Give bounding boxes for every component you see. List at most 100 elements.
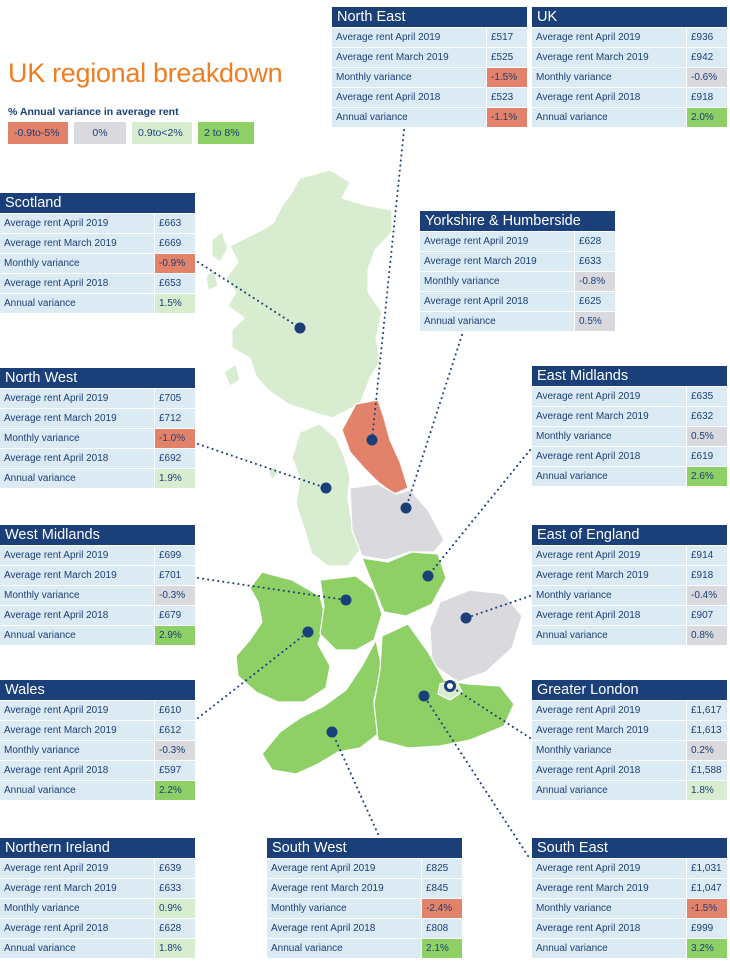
row-value: 1.8% [154, 939, 195, 958]
region-title: Northern Ireland [0, 838, 195, 858]
region-box-south-east: South East Average rent April 2019 £1,031 A… [532, 838, 727, 959]
row-label: Average rent March 2019 [532, 879, 686, 898]
row-label: Monthly variance [0, 741, 154, 760]
row-label: Monthly variance [267, 899, 421, 918]
row-value: 2.6% [686, 467, 727, 486]
table-row: Monthly variance 0.9% [0, 899, 195, 918]
region-box-greater-london: Greater London Average rent April 2019 £1,… [532, 680, 727, 801]
table-row: Average rent April 2019 £1,617 [532, 701, 727, 720]
row-label: Average rent April 2019 [532, 859, 686, 878]
table-row: Monthly variance -0.6% [532, 68, 727, 87]
table-row: Annual variance 2.2% [0, 781, 195, 800]
row-label: Average rent April 2018 [332, 88, 486, 107]
row-label: Average rent April 2018 [532, 761, 686, 780]
row-label: Average rent April 2019 [420, 232, 574, 251]
legend-item-low: 0.9to<2% [132, 122, 192, 144]
row-value: £936 [686, 28, 727, 47]
table-row: Average rent April 2019 £663 [0, 214, 195, 233]
row-value: -1.0% [154, 429, 195, 448]
table-row: Average rent April 2018 £692 [0, 449, 195, 468]
table-row: Average rent March 2019 £525 [332, 48, 527, 67]
row-value: 2.2% [154, 781, 195, 800]
table-row: Average rent April 2018 £619 [532, 447, 727, 466]
row-value: £633 [154, 879, 195, 898]
table-row: Average rent March 2019 £633 [420, 252, 615, 271]
row-value: 0.5% [686, 427, 727, 446]
legend-item-zero: 0% [74, 122, 126, 144]
table-row: Average rent April 2018 £1,588 [532, 761, 727, 780]
marker-greater-london [444, 680, 456, 692]
table-row: Monthly variance -2.4% [267, 899, 462, 918]
row-value: £1,047 [686, 879, 727, 898]
table-row: Average rent March 2019 £633 [0, 879, 195, 898]
row-label: Average rent March 2019 [0, 721, 154, 740]
row-label: Monthly variance [532, 586, 686, 605]
region-east-of-england [429, 589, 523, 683]
table-row: Average rent March 2019 £669 [0, 234, 195, 253]
connector-south-east [423, 695, 529, 857]
connector-east-of-england [465, 595, 531, 619]
row-value: £639 [154, 859, 195, 878]
row-value: -1.5% [686, 899, 727, 918]
table-row: Annual variance 2.6% [532, 467, 727, 486]
region-yorkshire [349, 483, 445, 561]
row-label: Annual variance [0, 626, 154, 645]
row-value: £619 [686, 447, 727, 466]
table-row: Average rent April 2018 £808 [267, 919, 462, 938]
row-label: Monthly variance [0, 429, 154, 448]
row-label: Annual variance [532, 467, 686, 486]
row-label: Average rent April 2019 [532, 701, 686, 720]
row-label: Average rent April 2018 [532, 447, 686, 466]
table-row: Monthly variance -1.5% [332, 68, 527, 87]
connector-scotland [197, 261, 301, 329]
row-label: Average rent March 2019 [0, 879, 154, 898]
region-north-east [341, 399, 409, 495]
row-label: Annual variance [532, 626, 686, 645]
table-row: Average rent April 2019 £517 [332, 28, 527, 47]
row-value: £525 [486, 48, 527, 67]
table-row: Annual variance 1.8% [532, 781, 727, 800]
table-row: Monthly variance -0.3% [0, 586, 195, 605]
row-value: -0.3% [154, 741, 195, 760]
region-north-west [291, 423, 361, 567]
row-value: £1,588 [686, 761, 727, 780]
row-label: Monthly variance [532, 68, 686, 87]
connector-north-west [197, 443, 327, 489]
region-markers [294, 322, 472, 738]
marker-yorkshire [400, 502, 412, 514]
table-row: Monthly variance 0.5% [532, 427, 727, 446]
row-label: Annual variance [532, 781, 686, 800]
row-value: £1,617 [686, 701, 727, 720]
table-row: Average rent April 2019 £628 [420, 232, 615, 251]
row-value: £1,031 [686, 859, 727, 878]
row-label: Annual variance [0, 939, 154, 958]
row-label: Annual variance [0, 781, 154, 800]
row-value: 1.8% [686, 781, 727, 800]
region-table: Average rent April 2019 £1,031 Average ren… [532, 858, 727, 959]
table-row: Average rent April 2018 £625 [420, 292, 615, 311]
region-title: West Midlands [0, 525, 195, 545]
region-title: South West [267, 838, 462, 858]
region-title: East of England [532, 525, 727, 545]
connector-lines [197, 129, 531, 857]
table-row: Average rent March 2019 £612 [0, 721, 195, 740]
row-label: Average rent March 2019 [532, 566, 686, 585]
region-wales [235, 571, 331, 703]
region-title: Wales [0, 680, 195, 700]
table-row: Monthly variance -0.9% [0, 254, 195, 273]
row-label: Annual variance [267, 939, 421, 958]
table-row: Annual variance 1.9% [0, 469, 195, 488]
row-value: 2.9% [154, 626, 195, 645]
row-label: Average rent March 2019 [0, 234, 154, 253]
region-box-north-east: North East Average rent April 2019 £517 Ave… [332, 7, 527, 128]
table-row: Average rent April 2019 £610 [0, 701, 195, 720]
region-title: Greater London [532, 680, 727, 700]
row-label: Average rent March 2019 [420, 252, 574, 271]
connector-wales [197, 631, 309, 719]
table-row: Average rent March 2019 £918 [532, 566, 727, 585]
table-row: Average rent April 2018 £597 [0, 761, 195, 780]
table-row: Average rent April 2018 £523 [332, 88, 527, 107]
region-title: South East [532, 838, 727, 858]
row-value: £663 [154, 214, 195, 233]
row-label: Average rent March 2019 [0, 409, 154, 428]
